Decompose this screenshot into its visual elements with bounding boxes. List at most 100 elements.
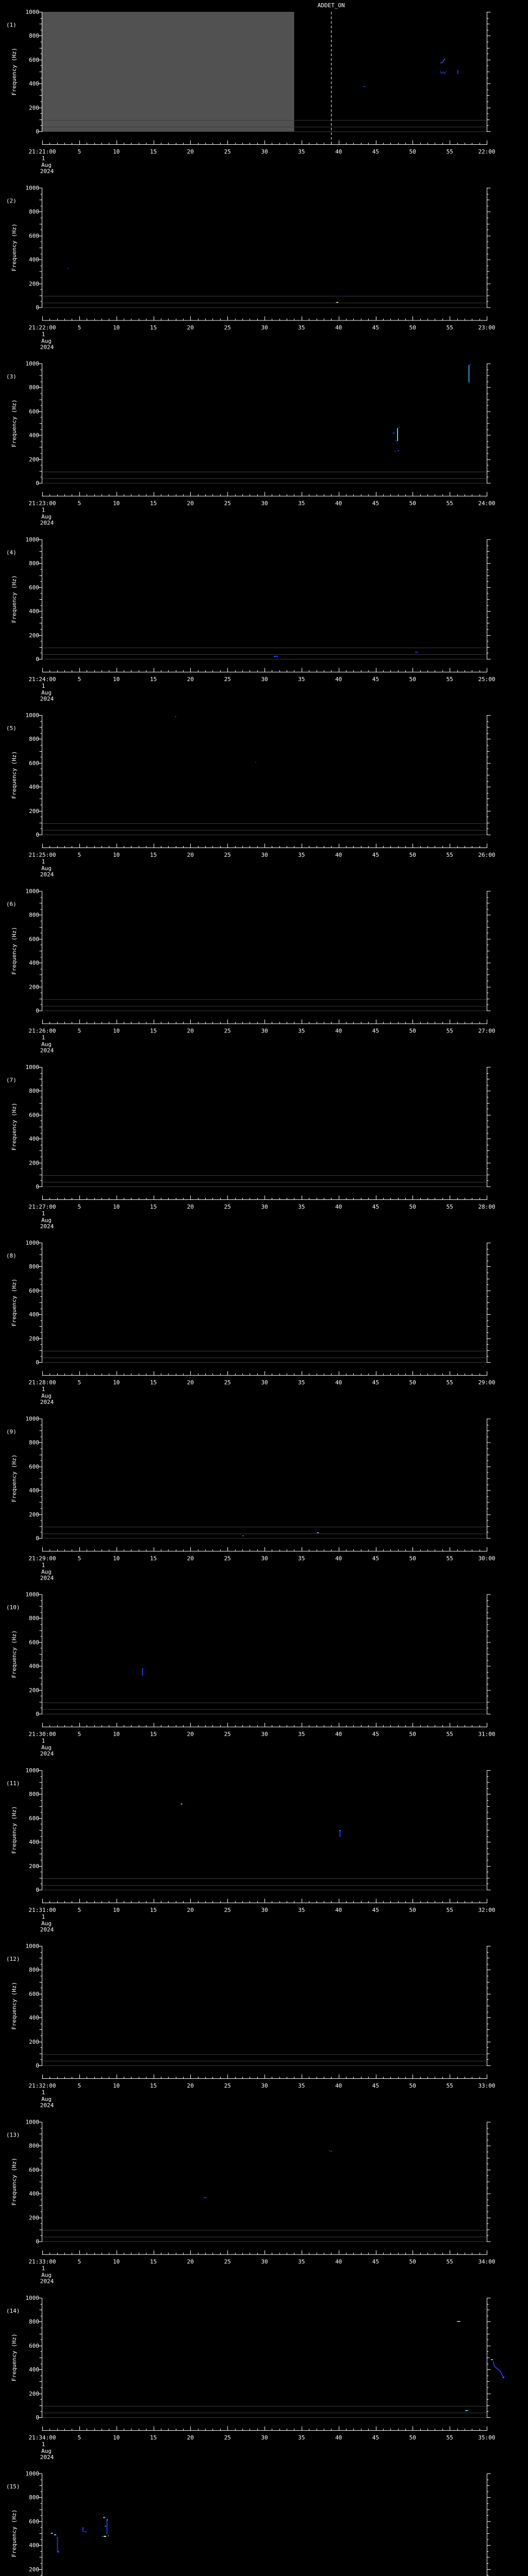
- y-tick-label: 200: [29, 2039, 39, 2045]
- date-day-label: 1: [42, 155, 45, 162]
- x-end-time-label: 27:00: [478, 1027, 495, 1034]
- y-tick-label: 1000: [26, 2119, 40, 2126]
- date-year-label: 2024: [40, 696, 54, 702]
- date-month-label: Aug: [41, 865, 52, 872]
- y-tick-label: 1000: [26, 184, 40, 191]
- detection-accent: [105, 2526, 106, 2527]
- x-tick-label: 45: [372, 1907, 379, 1913]
- x-tick-label: 10: [113, 2259, 120, 2265]
- date-month-label: Aug: [41, 337, 52, 344]
- x-tick-label: 55: [447, 852, 453, 858]
- y-axis-title: Frequency (Hz): [11, 927, 18, 975]
- x-tick-label: 5: [77, 500, 81, 507]
- x-end-time-label: 34:00: [478, 2259, 495, 2265]
- x-tick-label: 40: [335, 1027, 342, 1034]
- detection-hdash: [274, 655, 278, 657]
- x-tick-label: 55: [447, 1907, 453, 1913]
- y-tick-label: 200: [29, 632, 39, 639]
- x-tick-label: 20: [187, 324, 194, 331]
- detection-hdash: [54, 2534, 57, 2535]
- x-tick-label: 20: [187, 852, 194, 858]
- y-tick-label: 400: [29, 1487, 39, 1494]
- y-tick-label: 600: [29, 2343, 39, 2349]
- x-end-time-label: 24:00: [478, 500, 495, 507]
- x-tick-label: 55: [447, 2082, 453, 2089]
- x-tick-label: 15: [150, 1027, 157, 1034]
- y-tick-label: 400: [29, 784, 39, 790]
- x-start-time-label: 21:30:00: [29, 1731, 56, 1738]
- x-tick-label: 30: [261, 1027, 268, 1034]
- detection-accent: [102, 2536, 103, 2537]
- detection-mark: [180, 1803, 183, 1805]
- x-start-time-label: 21:31:00: [29, 1907, 56, 1913]
- x-tick-label: 40: [335, 148, 342, 155]
- date-month-label: Aug: [41, 1744, 52, 1751]
- x-tick-label: 50: [409, 1027, 416, 1034]
- x-tick-label: 5: [77, 324, 81, 331]
- date-month-label: Aug: [41, 2448, 52, 2454]
- y-tick-label: 600: [29, 936, 39, 942]
- x-tick-label: 45: [372, 148, 379, 155]
- detection-hook: [491, 2359, 504, 2379]
- detection-mark: [468, 365, 470, 382]
- detection-dot: [68, 267, 69, 269]
- x-tick-label: 55: [447, 500, 453, 507]
- x-tick-label: 40: [335, 2082, 342, 2089]
- detection-dot: [317, 1532, 320, 1534]
- x-start-time-label: 21:33:00: [29, 2259, 56, 2265]
- x-tick-label: 30: [261, 676, 268, 683]
- detection-mark: [336, 301, 338, 303]
- detection-dot: [175, 716, 176, 718]
- panel-number: (14): [6, 2308, 20, 2314]
- spectrogram-panel-5: 0 200 400 600 800 1000 Frequency (Hz) (5) 21:25:…: [6, 712, 496, 878]
- x-start-time-label: 21:34:00: [29, 2434, 56, 2441]
- detection-mark: [68, 267, 69, 269]
- detection-mark: [440, 71, 447, 74]
- y-tick-label: 600: [29, 232, 39, 239]
- x-tick-label: 50: [409, 324, 416, 331]
- y-tick-label: 600: [29, 2518, 39, 2525]
- y-tick-label: 0: [36, 832, 39, 838]
- x-tick-label: 55: [447, 1204, 453, 1210]
- y-tick-label: 400: [29, 1136, 39, 1142]
- detection-accent: [58, 2551, 59, 2553]
- y-tick-label: 800: [29, 2143, 39, 2149]
- date-day-label: 1: [42, 1562, 45, 1568]
- x-tick-label: 30: [261, 2259, 268, 2265]
- detection-mark: [330, 2150, 332, 2152]
- y-tick-label: 1000: [26, 2295, 40, 2301]
- x-tick-label: 30: [261, 500, 268, 507]
- detection-squiggle: [440, 71, 447, 74]
- x-tick-label: 50: [409, 1907, 416, 1913]
- x-tick-label: 20: [187, 2259, 194, 2265]
- date-day-label: 1: [42, 1913, 45, 1920]
- y-tick-label: 200: [29, 984, 39, 990]
- date-month-label: Aug: [41, 162, 52, 168]
- y-tick-label: 800: [29, 736, 39, 742]
- y-tick-label: 0: [36, 1887, 39, 1893]
- date-year-label: 2024: [40, 520, 54, 527]
- x-tick-label: 10: [113, 1027, 120, 1034]
- y-axis-title: Frequency (Hz): [11, 48, 18, 96]
- y-tick-label: 1000: [26, 1943, 40, 1950]
- x-tick-label: 10: [113, 1731, 120, 1738]
- x-tick-label: 25: [224, 324, 231, 331]
- detection-accent: [329, 2150, 330, 2151]
- y-tick-label: 400: [29, 1839, 39, 1845]
- x-tick-label: 15: [150, 676, 157, 683]
- x-end-time-label: 33:00: [478, 2082, 495, 2089]
- y-tick-label: 1000: [26, 536, 40, 543]
- detection-mark: [397, 428, 398, 441]
- x-tick-label: 45: [372, 1204, 379, 1210]
- panel-number: (10): [6, 1604, 20, 1611]
- y-axis-title: Frequency (Hz): [11, 1103, 18, 1150]
- x-tick-label: 15: [150, 1907, 157, 1913]
- y-tick-label: 200: [29, 1687, 39, 1694]
- detection-mark: [339, 1831, 341, 1837]
- x-tick-label: 15: [150, 2082, 157, 2089]
- x-tick-label: 25: [224, 852, 231, 858]
- x-tick-label: 55: [447, 1731, 453, 1738]
- x-tick-label: 25: [224, 500, 231, 507]
- y-axis-title: Frequency (Hz): [11, 575, 18, 623]
- x-tick-label: 20: [187, 2082, 194, 2089]
